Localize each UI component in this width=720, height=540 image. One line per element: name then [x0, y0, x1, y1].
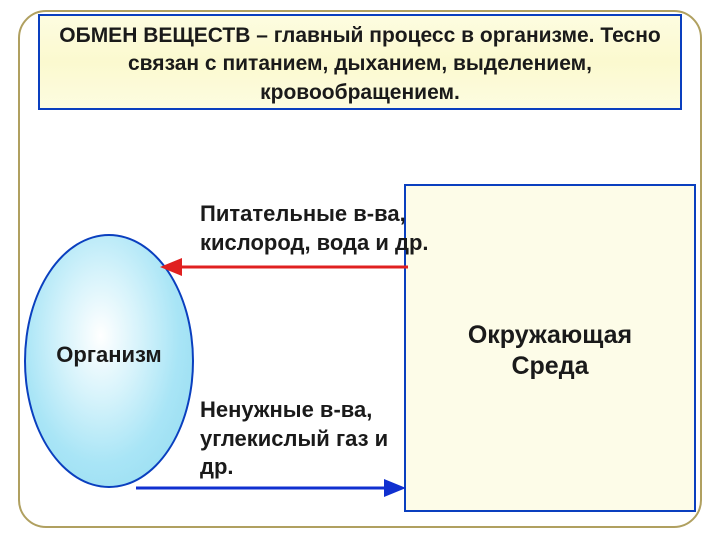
input-flow-text: Питательные в-ва, кислород, вода и др.: [200, 200, 500, 257]
header-title: ОБМЕН ВЕЩЕСТВ – главный процесс в органи…: [48, 22, 672, 107]
output-flow-text: Ненужные в-ва, углекислый газ и др.: [200, 396, 420, 482]
organism-label: Организм: [40, 342, 178, 368]
environment-label: Окружающая Среда: [440, 320, 660, 383]
header-box: ОБМЕН ВЕЩЕСТВ – главный процесс в органи…: [38, 14, 682, 110]
